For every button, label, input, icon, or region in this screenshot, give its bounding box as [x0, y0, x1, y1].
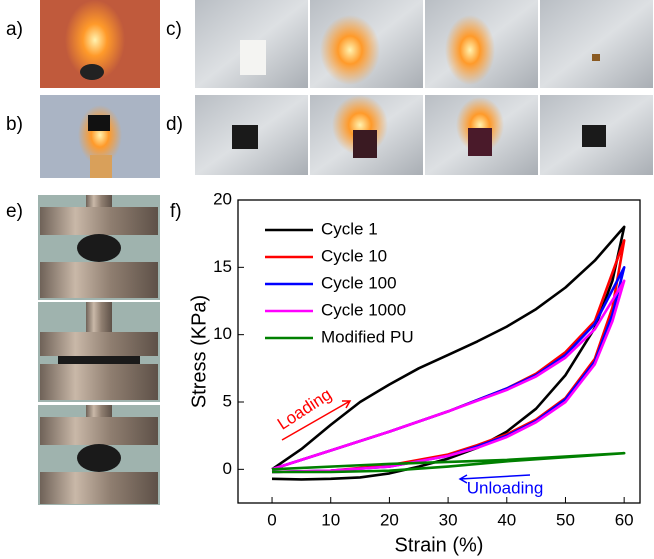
- photos-e: [38, 195, 160, 505]
- x-tick-label: 60: [615, 510, 634, 529]
- photo-a: [40, 0, 160, 88]
- panel-label: c): [166, 19, 182, 40]
- series-line: [272, 267, 624, 472]
- y-tick-label: 0: [223, 459, 232, 478]
- y-tick-label: 15: [213, 257, 232, 276]
- legend-label: Cycle 10: [321, 246, 387, 265]
- y-tick-label: 5: [223, 391, 232, 410]
- legend-label: Modified PU: [321, 327, 414, 346]
- x-tick-label: 30: [439, 510, 458, 529]
- annotation: Loading: [274, 385, 335, 434]
- annotation: Unloading: [467, 478, 544, 497]
- x-tick-label: 20: [380, 510, 399, 529]
- legend-label: Cycle 1: [321, 219, 378, 238]
- photos-c: [195, 0, 653, 88]
- panel-label: e): [6, 201, 23, 222]
- legend-label: Cycle 100: [321, 273, 397, 292]
- legend-label: Cycle 1000: [321, 300, 406, 319]
- x-tick-label: 50: [556, 510, 575, 529]
- panel-label: f): [170, 201, 182, 222]
- x-tick-label: 10: [321, 510, 340, 529]
- y-axis-label: Stress (KPa): [188, 295, 210, 408]
- panel-label: b): [6, 114, 23, 135]
- x-tick-label: 40: [497, 510, 516, 529]
- y-tick-label: 20: [213, 189, 232, 208]
- panel-label: d): [166, 114, 183, 135]
- x-axis-label: Strain (%): [395, 534, 484, 556]
- photos-d: [195, 95, 653, 175]
- x-tick-label: 0: [267, 510, 276, 529]
- y-tick-label: 10: [213, 324, 232, 343]
- panel-label: a): [6, 19, 23, 40]
- figure: a) b) c) d) e) f) 0 10 20 30 40 50 60 0 5 10 15 20 S…: [0, 0, 654, 559]
- photo-b: [40, 95, 160, 178]
- chart: 0 10 20 30 40 50 60 0 5 10 15 20 Strain (%) Stress (K…: [188, 189, 640, 556]
